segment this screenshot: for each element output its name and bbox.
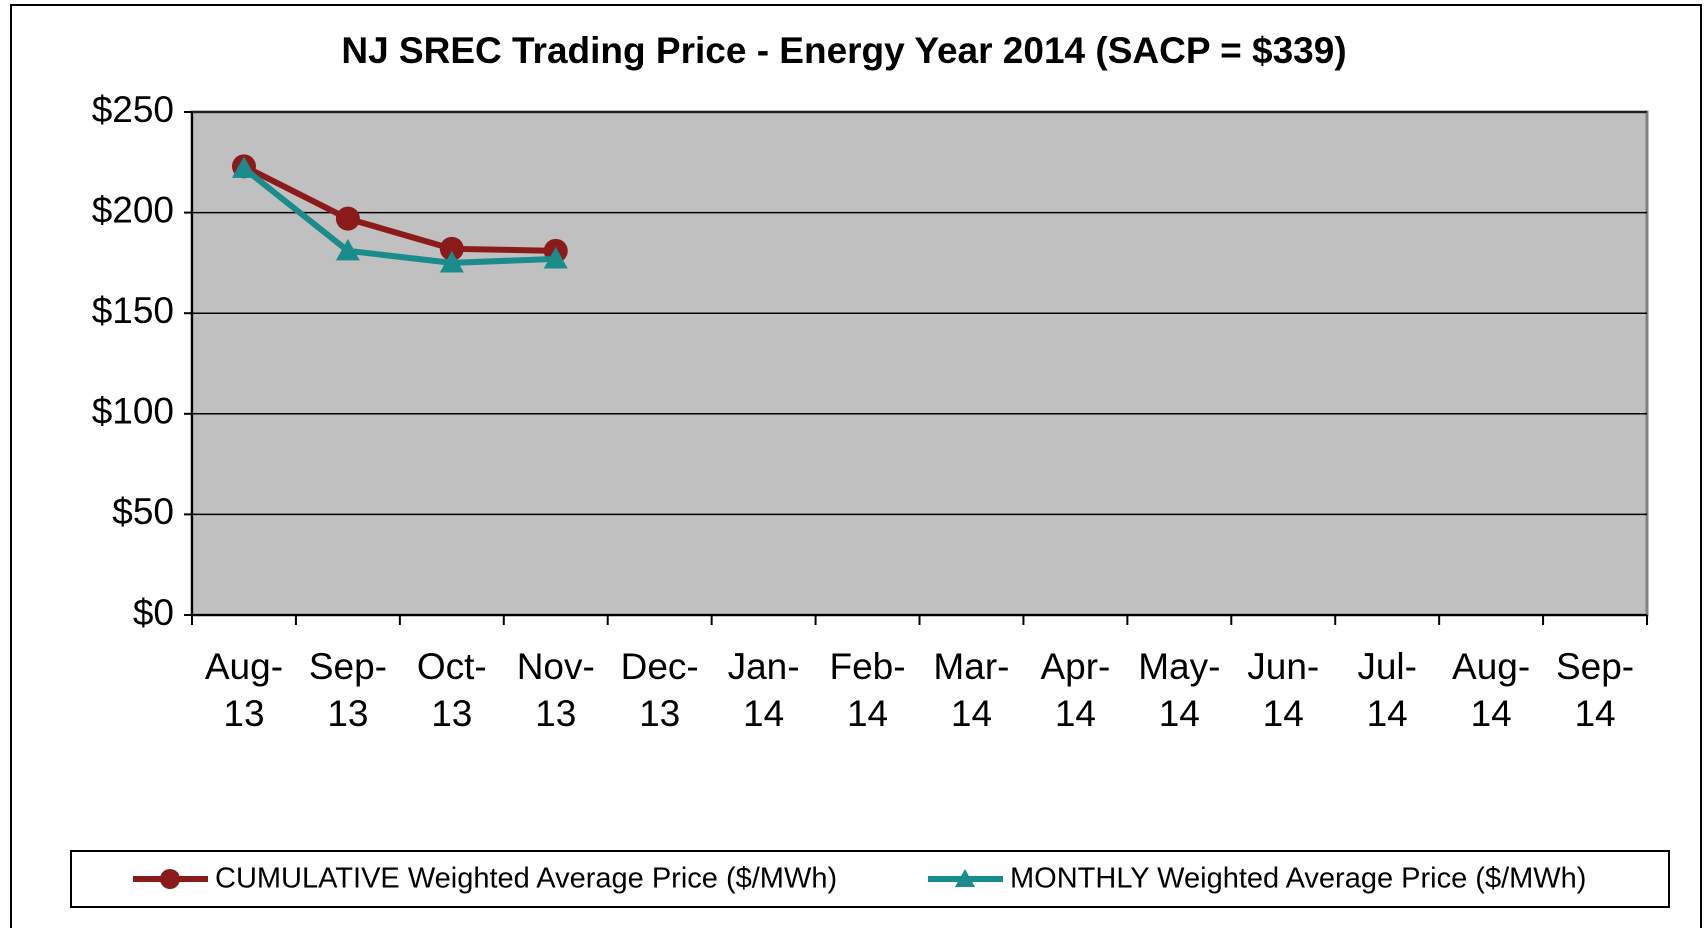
plot-area [190, 110, 1649, 617]
marker [955, 869, 975, 887]
marker [439, 250, 464, 273]
x-tick-label: Dec-13 [620, 646, 699, 734]
x-tick-label: Sep-13 [308, 646, 387, 734]
x-tick-label: Jan-14 [727, 646, 800, 734]
y-tick-label: $0 [133, 592, 174, 633]
marker [160, 869, 180, 889]
legend-label: MONTHLY Weighted Average Price ($/MWh) [1010, 863, 1586, 895]
x-tick-label: Jul-14 [1357, 646, 1417, 734]
x-tick-label: Aug-13 [204, 646, 284, 734]
x-tick-label: Jun-14 [1247, 646, 1320, 734]
y-tick-label: $50 [112, 491, 174, 532]
x-tick-label: Oct-13 [416, 646, 487, 734]
x-tick-label: Aug-14 [1452, 646, 1531, 734]
chart-title: NJ SREC Trading Price - Energy Year 2014… [341, 30, 1346, 71]
marker [335, 238, 360, 261]
x-tick-label: Nov-13 [516, 646, 595, 734]
x-tick-label: Sep-14 [1555, 646, 1635, 734]
y-tick-label: $200 [92, 189, 174, 230]
y-tick-label: $100 [92, 391, 174, 432]
x-tick-label: Feb-14 [829, 646, 906, 734]
marker [543, 246, 568, 269]
x-tick-label: Apr-14 [1040, 646, 1111, 734]
x-tick-label: May-14 [1138, 646, 1221, 734]
x-tick-label: Mar-14 [933, 646, 1010, 734]
marker [231, 156, 256, 178]
series-line [242, 165, 556, 266]
series-line [242, 163, 556, 254]
legend-box [70, 850, 1670, 908]
marker [439, 236, 464, 261]
legend-label: CUMULATIVE Weighted Average Price ($/MWh… [215, 863, 837, 895]
y-tick-label: $250 [92, 89, 174, 130]
y-tick-label: $150 [92, 290, 174, 331]
marker [335, 206, 360, 231]
